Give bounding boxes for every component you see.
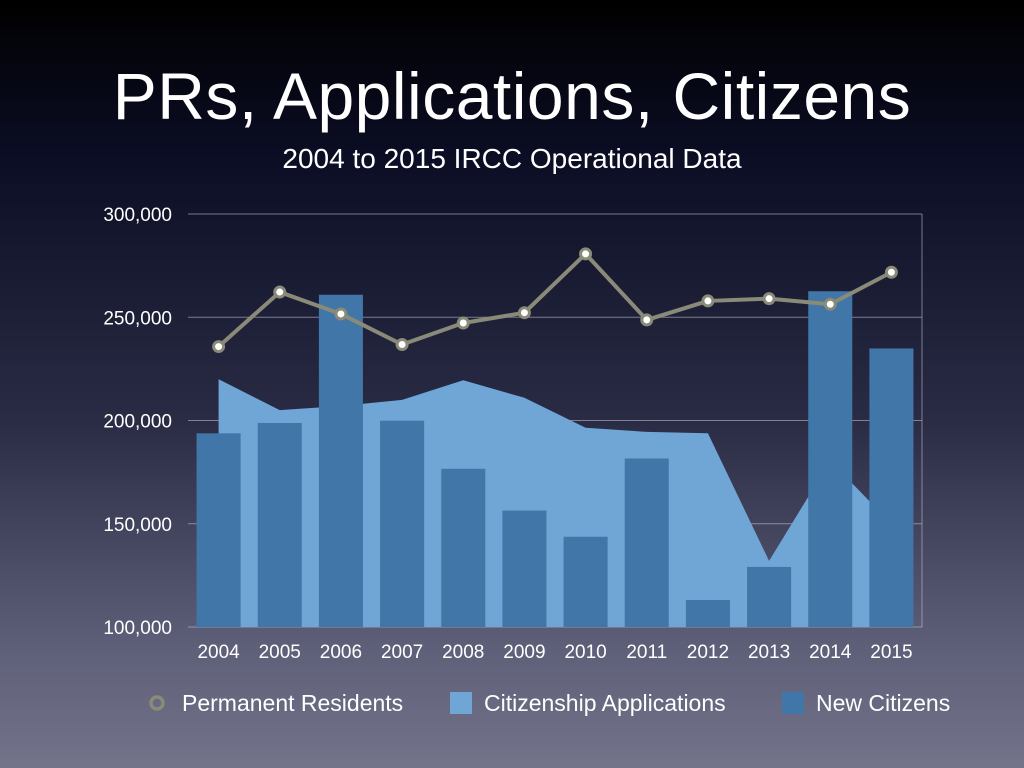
chart-subtitle: 2004 to 2015 IRCC Operational Data [282,143,742,174]
point-permanent-residents [884,265,898,279]
y-tick-label: 150,000 [103,515,172,536]
bar-new-citizens [502,510,547,627]
legend-swatch-citizenship-applications [450,692,472,714]
point-permanent-residents [579,247,593,261]
x-tick-label: 2006 [320,642,362,663]
legend-label-new-citizens: New Citizens [816,690,950,716]
x-tick-label: 2009 [503,642,545,663]
legend-label-permanent-residents: Permanent Residents [182,690,403,716]
point-permanent-residents [517,306,531,320]
y-tick-label: 200,000 [103,412,172,433]
bar-new-citizens [196,433,241,627]
x-tick-label: 2008 [442,642,484,663]
bar-new-citizens [685,599,730,627]
y-tick-label: 100,000 [103,618,172,639]
point-permanent-residents [212,340,226,354]
x-tick-label: 2012 [687,642,729,663]
legend-marker-permanent-residents [149,695,165,711]
x-tick-label: 2007 [381,642,423,663]
legend-label-citizenship-applications: Citizenship Applications [484,690,726,716]
x-tick-label: 2015 [870,642,912,663]
bar-new-citizens [747,566,792,627]
y-tick-label: 300,000 [103,205,172,226]
line-permanent-residents [217,251,893,349]
x-tick-label: 2010 [564,642,606,663]
bar-new-citizens [380,420,425,627]
bar-new-citizens [808,291,853,627]
point-permanent-residents [456,316,470,330]
chart-title: PRs, Applications, Citizens [112,59,912,133]
point-permanent-residents [762,292,776,306]
x-tick-label: 2014 [809,642,852,663]
point-permanent-residents [640,313,654,327]
point-permanent-residents [273,285,287,299]
bar-new-citizens [318,294,363,627]
bar-new-citizens [869,348,914,627]
x-tick-label: 2011 [626,642,667,663]
point-permanent-residents [334,307,348,321]
x-tick-label: 2013 [748,642,790,663]
legend-swatch-new-citizens [782,692,804,714]
x-tick-label: 2004 [197,642,240,663]
point-permanent-residents [701,294,715,308]
point-permanent-residents [395,338,409,352]
bar-new-citizens [257,422,302,627]
bar-new-citizens [563,536,608,627]
x-tick-label: 2005 [259,642,301,663]
bar-new-citizens [441,468,486,627]
bar-new-citizens [624,458,669,627]
point-permanent-residents [823,297,837,311]
y-tick-label: 250,000 [103,308,172,329]
